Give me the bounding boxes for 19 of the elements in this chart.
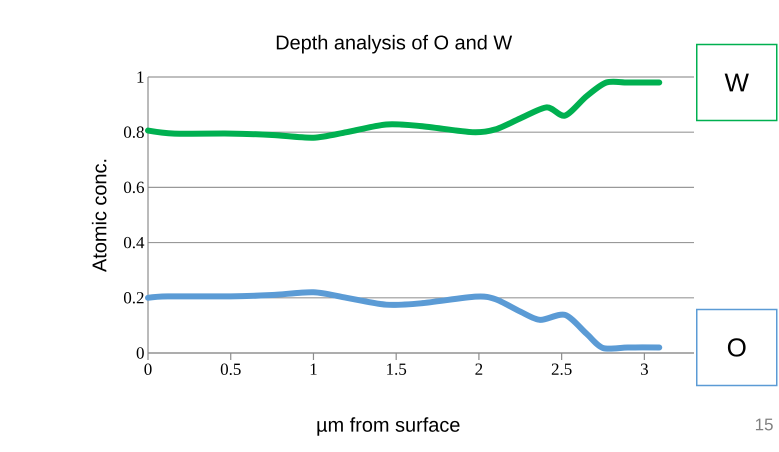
y-tick-label: 0.6 (124, 182, 144, 194)
text: W (724, 74, 749, 92)
x-tick-label: 0.5 (220, 364, 241, 376)
y-tick-label: 0.2 (124, 292, 144, 304)
x-tick-label: 1 (310, 364, 317, 375)
text: 15 (756, 418, 773, 430)
chart-title: Depth analysis of O and W (276, 34, 512, 54)
x-axis-title: µm from surface (317, 417, 460, 436)
x-tick-label: 3 (640, 364, 648, 375)
x-tick-label: 1.5 (387, 364, 406, 375)
y-tick-label: 0.8 (124, 126, 144, 138)
y-axis-title: Atomic conc. (92, 160, 106, 272)
x-tick-label: 2 (475, 364, 482, 375)
x-tick-label: 0 (144, 364, 152, 375)
text: O (728, 338, 746, 357)
y-tick-label: 0.4 (124, 236, 144, 248)
x-tick-label: 2.5 (552, 364, 572, 375)
y-tick-label: 0 (136, 347, 144, 359)
y-tick-label: 1 (138, 71, 144, 83)
